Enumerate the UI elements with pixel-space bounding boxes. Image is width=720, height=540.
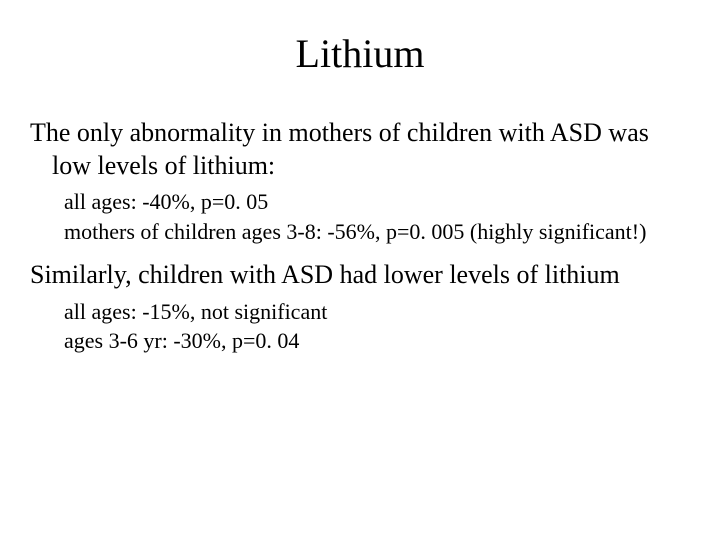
slide-title: Lithium [30,30,690,77]
paragraph-1: The only abnormality in mothers of child… [52,117,690,182]
paragraph-1-subitem-2: mothers of children ages 3-8: -56%, p=0.… [30,218,690,246]
paragraph-1-subitem-1: all ages: -40%, p=0. 05 [30,188,690,216]
paragraph-2-subitem-2: ages 3-6 yr: -30%, p=0. 04 [30,327,690,355]
paragraph-2: Similarly, children with ASD had lower l… [52,259,690,292]
paragraph-2-subitem-1: all ages: -15%, not significant [30,298,690,326]
slide-container: Lithium The only abnormality in mothers … [0,0,720,540]
